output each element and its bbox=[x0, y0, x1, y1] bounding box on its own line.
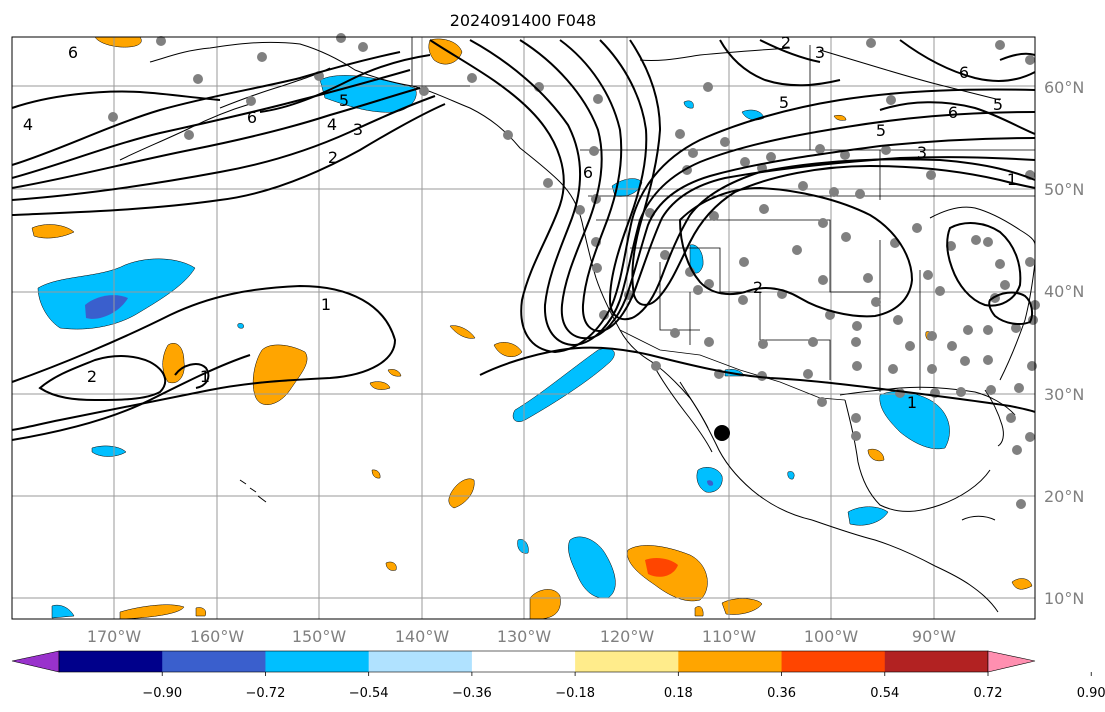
contour-label: 1 bbox=[321, 295, 331, 314]
lat-label: 60°N bbox=[1044, 78, 1084, 97]
latitude-labels: 60°N 50°N 40°N 30°N 20°N 10°N bbox=[1044, 78, 1084, 608]
location-marker bbox=[714, 425, 730, 441]
colorbar-tick-label: 0.36 bbox=[767, 686, 796, 701]
colorbar-extend-low bbox=[11, 650, 60, 673]
map-panel: 6 6 5 4 3 2 1 2 1 6 5 6 5 5 3 1 2 6 4 3 … bbox=[11, 33, 1040, 620]
colorbar-segment bbox=[471, 651, 576, 672]
colorbar-extend-high bbox=[987, 650, 1036, 673]
contour-label: 5 bbox=[876, 121, 886, 140]
colorbar-segment bbox=[368, 651, 473, 672]
contour-label: 6 bbox=[948, 103, 958, 122]
colorbar-segment bbox=[59, 651, 163, 672]
contour-label: 6 bbox=[583, 163, 593, 182]
lat-label: 20°N bbox=[1044, 487, 1084, 506]
lon-label: 100°W bbox=[804, 627, 859, 646]
contour-label: 2 bbox=[781, 33, 791, 52]
lat-label: 50°N bbox=[1044, 180, 1084, 199]
colorbar-tick-label: −0.72 bbox=[246, 686, 286, 701]
contour-label: 2 bbox=[753, 278, 763, 297]
colorbar-tick-label: 0.90 bbox=[1077, 686, 1105, 701]
contour-label: 5 bbox=[993, 95, 1003, 114]
contour-label: 6 bbox=[68, 43, 78, 62]
colorbar-segment bbox=[265, 651, 370, 672]
colorbar-tick-label: 0.54 bbox=[870, 686, 899, 701]
contour-labels: 6 6 5 4 3 2 1 2 1 6 5 6 5 5 3 1 2 6 4 3 … bbox=[23, 33, 1017, 412]
colorbar-tick-label: −0.36 bbox=[452, 686, 492, 701]
lon-label: 150°W bbox=[292, 627, 347, 646]
colorbar-tick-label: 0.18 bbox=[664, 686, 693, 701]
lon-label: 90°W bbox=[912, 627, 956, 646]
contour-label: 5 bbox=[779, 93, 789, 112]
lon-label: 140°W bbox=[395, 627, 450, 646]
map-title: 2024091400 F048 bbox=[450, 11, 597, 30]
lat-label: 40°N bbox=[1044, 282, 1084, 301]
contour-label: 1 bbox=[907, 393, 917, 412]
contour-label: 6 bbox=[959, 63, 969, 82]
contour-lines bbox=[11, 39, 1036, 441]
station-dots bbox=[108, 33, 1040, 509]
contour-label: 4 bbox=[23, 115, 33, 134]
colorbar-tick-label: 0.72 bbox=[974, 686, 1003, 701]
colorbar-segment bbox=[575, 651, 679, 672]
contour-label: 3 bbox=[353, 120, 363, 139]
lon-label: 160°W bbox=[190, 627, 245, 646]
contour-label: 2 bbox=[328, 148, 338, 167]
shaded-field-orange bbox=[31, 36, 1033, 620]
longitude-labels: 170°W 160°W 150°W 140°W 130°W 120°W 110°… bbox=[87, 627, 956, 646]
contour-label: 2 bbox=[87, 367, 97, 386]
colorbar-tick-label: −0.54 bbox=[349, 686, 389, 701]
lon-label: 130°W bbox=[497, 627, 552, 646]
lon-label: 170°W bbox=[87, 627, 142, 646]
lon-label: 110°W bbox=[702, 627, 757, 646]
lon-label: 120°W bbox=[600, 627, 655, 646]
colorbar-segment bbox=[781, 651, 886, 672]
contour-label: 1 bbox=[1007, 170, 1017, 189]
colorbar-tick-label: −0.18 bbox=[555, 686, 595, 701]
contour-label: 3 bbox=[917, 143, 927, 162]
colorbar-tick-label: −0.90 bbox=[142, 686, 182, 701]
contour-label: 1 bbox=[200, 367, 210, 386]
contour-label: 6 bbox=[247, 108, 257, 127]
contour-label: 4 bbox=[327, 115, 337, 134]
colorbar: −0.90 −0.72 −0.54 −0.36 −0.18 0.18 0.36 0.54 0.7… bbox=[11, 650, 1105, 701]
colorbar-segment bbox=[678, 651, 783, 672]
contour-label: 5 bbox=[339, 91, 349, 110]
lat-label: 30°N bbox=[1044, 385, 1084, 404]
colorbar-segment bbox=[884, 651, 989, 672]
colorbar-segment bbox=[162, 651, 266, 672]
lat-label: 10°N bbox=[1044, 589, 1084, 608]
contour-label: 3 bbox=[815, 43, 825, 62]
